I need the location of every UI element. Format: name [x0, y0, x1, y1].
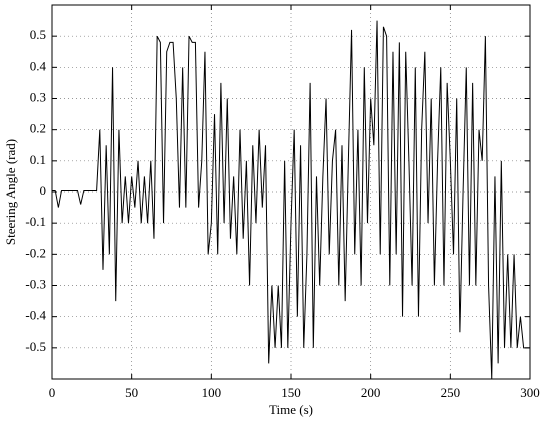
- y-tick-label: 0.3: [30, 89, 46, 104]
- plot-frame: [51, 4, 531, 380]
- data-line: [52, 20, 530, 380]
- y-tick-label: 0.5: [30, 27, 46, 42]
- x-tick-label: 150: [281, 385, 301, 400]
- x-tick-label: 200: [361, 385, 381, 400]
- y-tick-label: -0.3: [25, 276, 46, 291]
- y-tick-label: -0.2: [25, 245, 46, 260]
- y-tick-label: 0: [40, 183, 47, 198]
- y-tick-label: 0.4: [30, 58, 47, 73]
- y-axis-label: Steering Angle (rad): [3, 139, 18, 245]
- y-tick-label: -0.5: [25, 339, 46, 354]
- x-axis-label: Time (s): [269, 402, 313, 417]
- x-tick-label: 50: [125, 385, 138, 400]
- x-tick-label: 250: [441, 385, 461, 400]
- x-tick-label: 0: [49, 385, 56, 400]
- x-tick-label: 100: [202, 385, 222, 400]
- y-tick-label: 0.1: [30, 152, 46, 167]
- y-tick-label: -0.1: [25, 214, 46, 229]
- y-tick-label: 0.2: [30, 121, 46, 136]
- y-tick-label: -0.4: [25, 308, 46, 323]
- x-tick-label: 300: [520, 385, 540, 400]
